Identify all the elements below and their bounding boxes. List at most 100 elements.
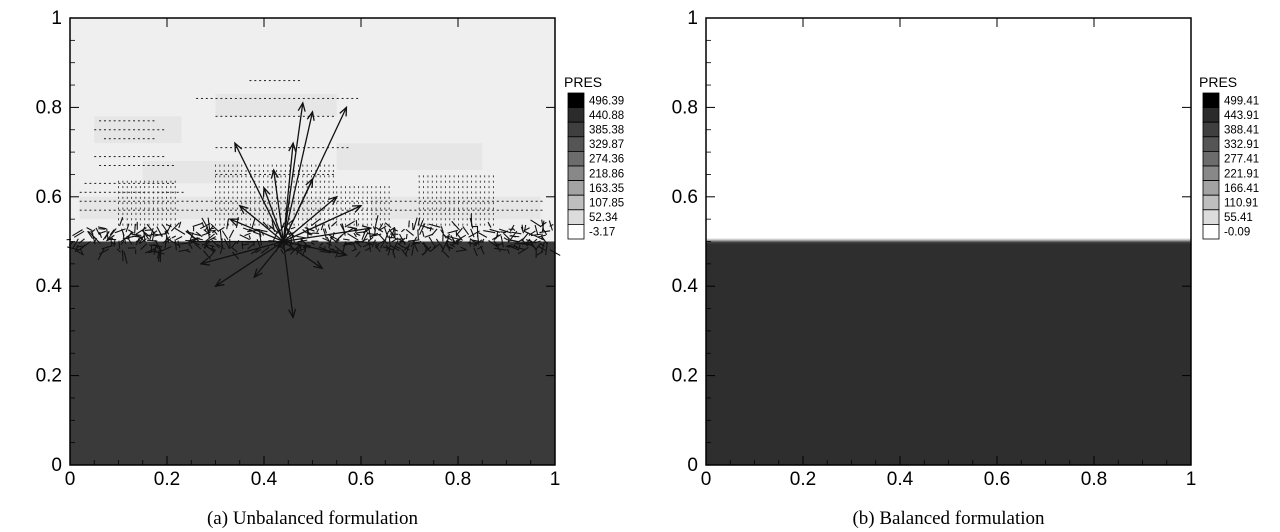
legend-swatch (1202, 136, 1220, 152)
vector-arrow (153, 232, 167, 237)
legend-label: 332.91 (1224, 139, 1259, 151)
legend-swatch (567, 136, 585, 152)
vector-arrow (526, 238, 531, 244)
vector-arrow (344, 220, 355, 228)
vector-arrow (146, 223, 155, 234)
vector-arrow (354, 240, 362, 243)
vector-arrow (513, 237, 524, 245)
vector-arrow (517, 246, 529, 255)
vector-arrow (457, 227, 463, 235)
vector-arrow (127, 229, 134, 234)
vector-arrow (477, 245, 484, 250)
vector-arrow (152, 233, 163, 236)
x-tick-label: 0.6 (984, 469, 1010, 490)
vector-arrow (316, 228, 320, 233)
vector-arrow (258, 228, 262, 237)
vector-arrow (334, 234, 343, 243)
vector-arrow (446, 240, 459, 245)
vector-arrow (268, 225, 279, 234)
vector-arrow (487, 221, 492, 228)
vector-arrow (387, 226, 396, 233)
vector-arrow (421, 242, 426, 246)
vector-arrow (356, 238, 368, 245)
vector-arrow (118, 240, 121, 250)
vector-arrow (116, 248, 122, 253)
vector-arrow (511, 231, 522, 235)
vector-arrow (251, 217, 256, 229)
vector-arrow (185, 231, 194, 237)
legend-swatch (567, 121, 585, 138)
vector-arrowhead (313, 260, 324, 270)
vector-arrow (439, 244, 444, 250)
vector-arrow (178, 221, 182, 229)
vector-arrow (533, 240, 541, 244)
legend-swatch (567, 194, 585, 211)
vector-arrow (140, 243, 148, 251)
vector-arrow (212, 237, 217, 240)
vector-arrow (392, 228, 398, 232)
x-tick-label: 0.4 (887, 469, 914, 490)
vector-arrow (97, 226, 107, 230)
y-tick-label: 1 (51, 8, 62, 29)
y-tick-label: 0.2 (672, 366, 698, 387)
vector-arrow (534, 242, 542, 251)
vector-arrow (175, 236, 183, 241)
vector-arrow (195, 244, 202, 250)
vector-arrowhead (351, 205, 363, 213)
vector-arrow (510, 234, 517, 238)
vector-arrow (215, 240, 284, 287)
vector-arrow (509, 224, 515, 232)
vector-arrow (101, 245, 113, 250)
vector-arrow (152, 244, 163, 248)
vector-arrow (102, 231, 110, 241)
vector-arrow (537, 245, 546, 251)
legend-swatch (567, 209, 585, 225)
vector-arrow (413, 217, 418, 231)
vector-arrow (113, 240, 116, 247)
vector-arrow (204, 226, 209, 231)
vector-arrow (298, 248, 306, 252)
vector-arrow (343, 238, 350, 241)
vector-arrow (492, 234, 502, 241)
legend-label: 499.41 (1224, 95, 1259, 107)
vector-arrow (401, 249, 408, 257)
vector-arrow (73, 230, 85, 238)
vector-arrow (408, 239, 420, 242)
y-tick-label: 0.8 (36, 97, 62, 118)
vector-arrow (247, 243, 254, 250)
pressure-patch (336, 143, 483, 170)
vector-arrow (90, 230, 94, 235)
legend-swatch (567, 165, 585, 182)
vector-arrow (493, 240, 501, 252)
vector-arrow (283, 227, 371, 243)
vector-arrow (226, 218, 229, 230)
vector-arrow (132, 235, 142, 238)
vector-arrow (375, 244, 380, 249)
vector-arrow (219, 229, 222, 241)
vector-arrow (517, 244, 521, 250)
vector-arrow (401, 228, 405, 233)
vector-arrow (412, 240, 422, 246)
vector-arrow (241, 243, 249, 246)
panel-unbalanced: 00 0.2 0.2 0.4 0.4 0.6 0.6 0.8 0.8 1 1 PRES 496.39 44… (36, 8, 625, 529)
legend-label: 274.36 (589, 154, 624, 166)
vector-arrow (161, 224, 170, 235)
vector-arrowhead (234, 141, 243, 153)
vector-arrow (164, 235, 168, 249)
x-tick-label: 0.4 (251, 469, 278, 490)
panel-caption: (b) Balanced formulation (852, 508, 1045, 529)
vector-arrow (231, 246, 238, 253)
vector-arrow (178, 248, 189, 253)
vector-arrow (76, 245, 83, 248)
vector-arrow (122, 237, 130, 240)
legend-label: -3.17 (589, 227, 615, 239)
vector-arrow (127, 237, 133, 245)
vector-arrow (345, 242, 353, 246)
y-tick-label: 0.4 (672, 276, 699, 297)
vector-arrow (508, 228, 513, 231)
vector-arrow (87, 230, 94, 239)
vector-arrow (144, 229, 152, 231)
vector-arrowhead (214, 278, 225, 288)
vector-arrow (283, 240, 323, 269)
vector-arrow (523, 230, 534, 236)
